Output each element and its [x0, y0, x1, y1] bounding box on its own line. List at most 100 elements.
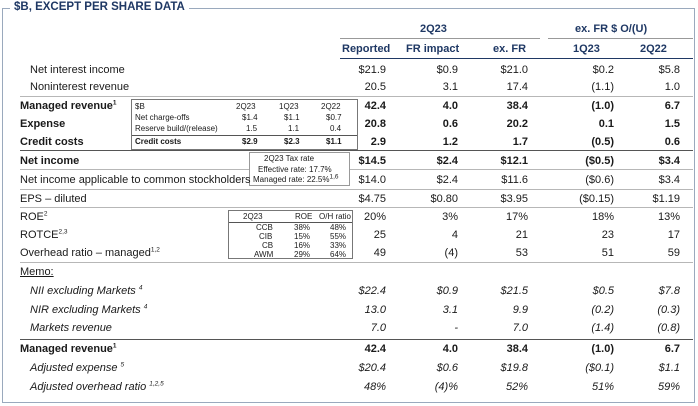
row-label: Noninterest revenue: [30, 81, 130, 93]
cell: 59%: [657, 381, 680, 393]
cell: 0.1: [598, 118, 614, 130]
cell: 20.2: [506, 118, 528, 130]
roe-box-header: O/H ratio: [319, 212, 352, 221]
cell: 13.0: [364, 304, 386, 316]
cell: ($0.6): [585, 174, 614, 186]
group-rule-exfr: [548, 38, 693, 39]
cell: (1.4): [591, 322, 614, 334]
cell: $14.5: [358, 155, 386, 167]
row-label: Net interest income: [30, 64, 125, 76]
row-label: ROTCE2,3: [20, 228, 68, 241]
tax-box-managed: Managed rate: 22.5%1,6: [253, 173, 339, 184]
cell: 42.4: [364, 100, 386, 112]
credit-box-cell: $0.7: [326, 113, 342, 122]
cell: $20.4: [358, 362, 386, 374]
rule: [20, 189, 693, 190]
cell: ($0.1): [585, 362, 614, 374]
row-label: Managed revenue1: [20, 342, 117, 355]
table-frame: [2, 8, 695, 403]
lob-roe-box: 2Q23 ROE O/H ratio CCB 38% 48% CIB 15% 5…: [228, 210, 353, 259]
cell: 17: [667, 229, 680, 241]
cell: 38.4: [506, 100, 528, 112]
cell: $12.1: [500, 155, 528, 167]
rule: [20, 169, 693, 170]
cell: 38.4: [506, 343, 528, 355]
cell: 18%: [591, 211, 614, 223]
cell: $0.6: [436, 362, 458, 374]
cell: 1.0: [664, 81, 680, 93]
cell: $7.8: [658, 285, 680, 297]
cell: $21.5: [500, 285, 528, 297]
cell: 49: [373, 247, 386, 259]
cell: -: [454, 322, 458, 334]
credit-box-cell: $1.1: [284, 113, 300, 122]
cell: 6.7: [664, 343, 680, 355]
cell: 1.7: [512, 136, 528, 148]
row-label: Net income: [20, 155, 80, 167]
roe-box-cell: 33%: [330, 241, 347, 250]
cell: $5.8: [658, 64, 680, 76]
cell: 53: [515, 247, 528, 259]
cell: $19.8: [500, 362, 528, 374]
tax-box-effective: Effective rate: 17.7%: [258, 165, 332, 174]
row-label: EPS – diluted: [20, 193, 87, 205]
cell: 20%: [363, 211, 386, 223]
rule: [20, 207, 693, 208]
credit-box-header: 2Q22: [321, 102, 341, 111]
credit-box-header: $B: [135, 102, 145, 111]
col-header-ex-fr: ex. FR: [493, 43, 527, 55]
row-label: Managed revenue1: [20, 99, 117, 112]
tax-box-title: 2Q23 Tax rate: [264, 154, 315, 163]
row-label: Adjusted overhead ratio 1,2,5: [30, 380, 164, 393]
memo-label: Memo:: [20, 266, 54, 278]
roe-box-label: CB: [262, 241, 274, 250]
credit-box-cell: $1.4: [242, 113, 258, 122]
credit-box-cell: 1.5: [246, 124, 258, 133]
col-header-reported: Reported: [342, 43, 391, 55]
cell: (0.3): [657, 304, 680, 316]
cell: $0.2: [592, 64, 614, 76]
credit-box-label: Reserve build/(release): [135, 124, 218, 133]
cell: 25: [373, 229, 386, 241]
cell: 2.9: [370, 136, 386, 148]
cell: 6.7: [664, 100, 680, 112]
group-header-2q23: 2Q23: [420, 23, 447, 35]
cell: (4): [444, 247, 458, 259]
cell: 20.5: [364, 81, 386, 93]
tax-rate-box: 2Q23 Tax rate Effective rate: 17.7% Mana…: [249, 152, 350, 186]
cell: (0.8): [657, 322, 680, 334]
row-label: NIR excluding Markets 4: [30, 303, 148, 316]
cell: 17%: [505, 211, 528, 223]
cell: (1.1): [591, 81, 614, 93]
cell: $3.4: [658, 155, 680, 167]
cell: (0.2): [591, 304, 614, 316]
cell: 59: [667, 247, 680, 259]
credit-box-cell: 1.1: [288, 124, 300, 133]
rule: [20, 150, 693, 151]
credit-box-cell: $2.3: [284, 137, 300, 146]
cell: 0.6: [664, 136, 680, 148]
cell: 4.0: [442, 343, 458, 355]
cell: $21.0: [500, 64, 528, 76]
rule: [20, 96, 693, 97]
roe-box-header: ROE: [295, 212, 313, 221]
cell: $2.4: [436, 174, 458, 186]
cell: $14.0: [358, 174, 386, 186]
cell: 7.0: [370, 322, 386, 334]
cell: 0.6: [442, 118, 458, 130]
roe-box-label: CCB: [256, 223, 273, 232]
rule: [20, 339, 693, 340]
credit-box-header: 1Q23: [279, 102, 299, 111]
cell: 52%: [505, 381, 528, 393]
cell: $11.6: [501, 174, 528, 186]
cell: $1.19: [652, 193, 680, 205]
roe-box-label: AWM: [254, 250, 274, 259]
cell: 3.1: [442, 81, 458, 93]
cell: (1.0): [591, 343, 614, 355]
group-header-exfr: ex. FR $ O/(U): [575, 23, 648, 35]
rule: [20, 262, 693, 263]
cell: ($0.5): [585, 155, 614, 167]
cell: 20.8: [364, 118, 386, 130]
cell: $0.9: [436, 64, 458, 76]
cell: $4.75: [358, 193, 386, 205]
